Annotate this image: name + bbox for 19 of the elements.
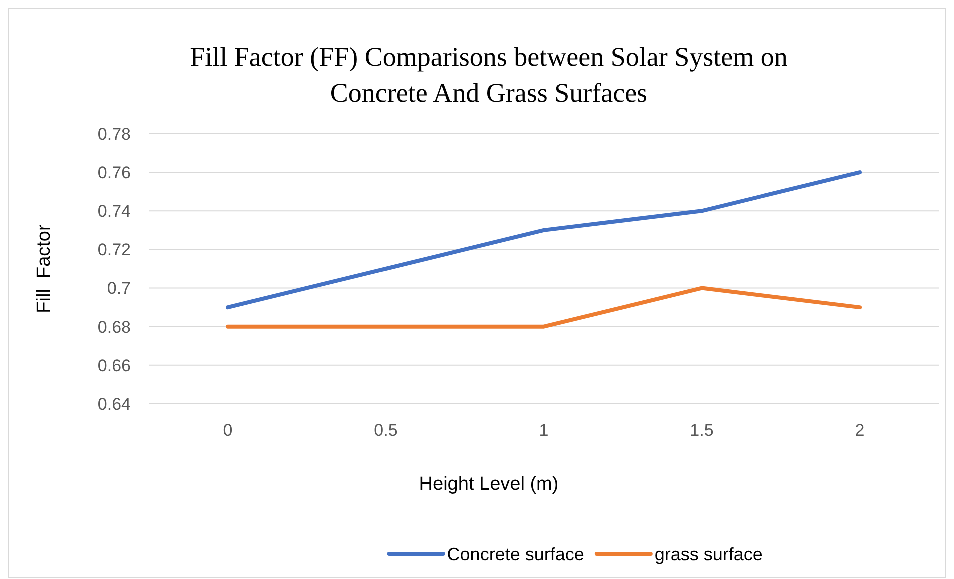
x-tick-label: 0.5	[374, 421, 398, 440]
x-axis-title: Height Level (m)	[419, 474, 559, 495]
x-tick-label: 0	[223, 421, 233, 440]
y-tick-label: 0.68	[98, 318, 131, 337]
x-tick-label: 1.5	[690, 421, 714, 440]
chart-title: Fill Factor (FF) Comparisons between Solar System on Concrete And Grass Surfaces	[190, 42, 788, 108]
y-tick-label: 0.7	[107, 279, 131, 298]
legend-label: Concrete surface	[447, 544, 584, 564]
x-tick-label: 1	[539, 421, 549, 440]
y-tick-label: 0.74	[98, 202, 131, 222]
y-tick-label: 0.66	[98, 356, 131, 376]
y-tick-label: 0.64	[98, 394, 131, 414]
y-tick-label: 0.78	[98, 124, 131, 144]
y-axis-title: Fill Factor	[34, 224, 55, 314]
x-tick-label: 2	[855, 421, 865, 440]
y-tick-label: 0.72	[98, 240, 131, 260]
legend-label: grass surface	[654, 544, 763, 564]
y-tick-label: 0.76	[98, 164, 131, 183]
line-series	[226, 170, 862, 310]
